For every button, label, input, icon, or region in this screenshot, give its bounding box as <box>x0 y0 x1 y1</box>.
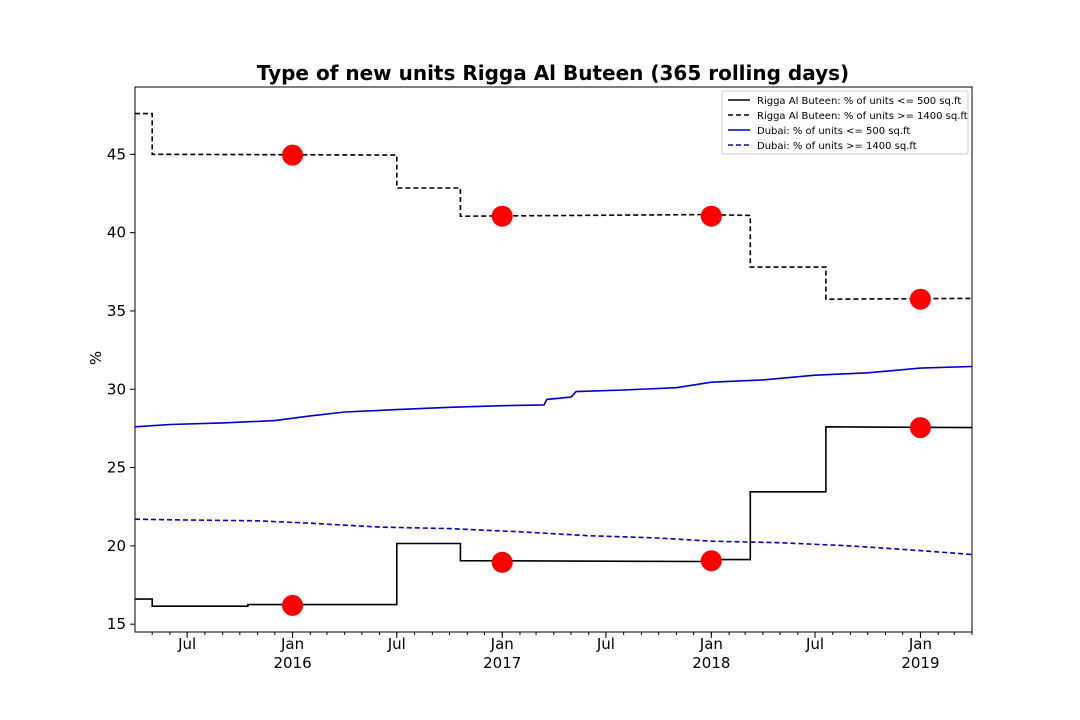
series-line-3 <box>134 365 973 428</box>
y-tick-label: 45 <box>107 145 126 163</box>
x-tick-year-label: 2019 <box>901 654 939 672</box>
legend-label: Dubai: % of units >= 1400 sq.ft <box>757 141 917 152</box>
y-tick-label: 35 <box>107 302 126 320</box>
legend-box <box>721 90 969 155</box>
legend: Rigga Al Buteen: % of units <= 500 sq.ft… <box>721 90 969 155</box>
y-tick-label: 15 <box>107 615 126 633</box>
legend-label: Rigga Al Buteen: % of units <= 500 sq.ft <box>757 96 961 107</box>
x-tick-label: Jul <box>387 635 406 653</box>
highlight-marker <box>700 550 722 572</box>
y-tick-label: 25 <box>107 459 126 477</box>
legend-label: Dubai: % of units <= 500 sq.ft <box>757 126 910 137</box>
x-tick-label: Jan <box>490 635 514 653</box>
chart-title: Type of new units Rigga Al Buteen (365 r… <box>257 61 849 85</box>
x-tick-label: Jul <box>596 635 615 653</box>
series-line-2 <box>135 112 973 301</box>
x-tick-label: Jan <box>699 635 723 653</box>
x-tick-label: Jul <box>805 635 824 653</box>
y-axis-label: % <box>87 351 105 365</box>
highlight-marker <box>282 594 304 616</box>
x-tick-label: Jul <box>177 635 196 653</box>
y-tick-label: 20 <box>107 537 126 555</box>
highlight-marker <box>909 288 931 310</box>
highlight-marker <box>491 551 513 573</box>
x-tick-label: Jan <box>280 635 304 653</box>
highlight-marker <box>282 144 304 166</box>
highlight-marker <box>700 205 722 227</box>
highlight-marker <box>491 205 513 227</box>
y-tick-label: 30 <box>107 380 126 398</box>
x-tick-label: Jan <box>908 635 932 653</box>
x-tick-year-label: 2017 <box>483 654 521 672</box>
plot-frame <box>134 86 973 633</box>
series-line-4 <box>134 518 973 556</box>
x-tick-year-label: 2018 <box>692 654 730 672</box>
highlight-marker <box>909 417 931 439</box>
legend-label: Rigga Al Buteen: % of units >= 1400 sq.f… <box>757 111 968 122</box>
x-tick-year-label: 2016 <box>273 654 311 672</box>
y-tick-label: 40 <box>107 224 126 242</box>
series-line-1 <box>135 425 973 608</box>
